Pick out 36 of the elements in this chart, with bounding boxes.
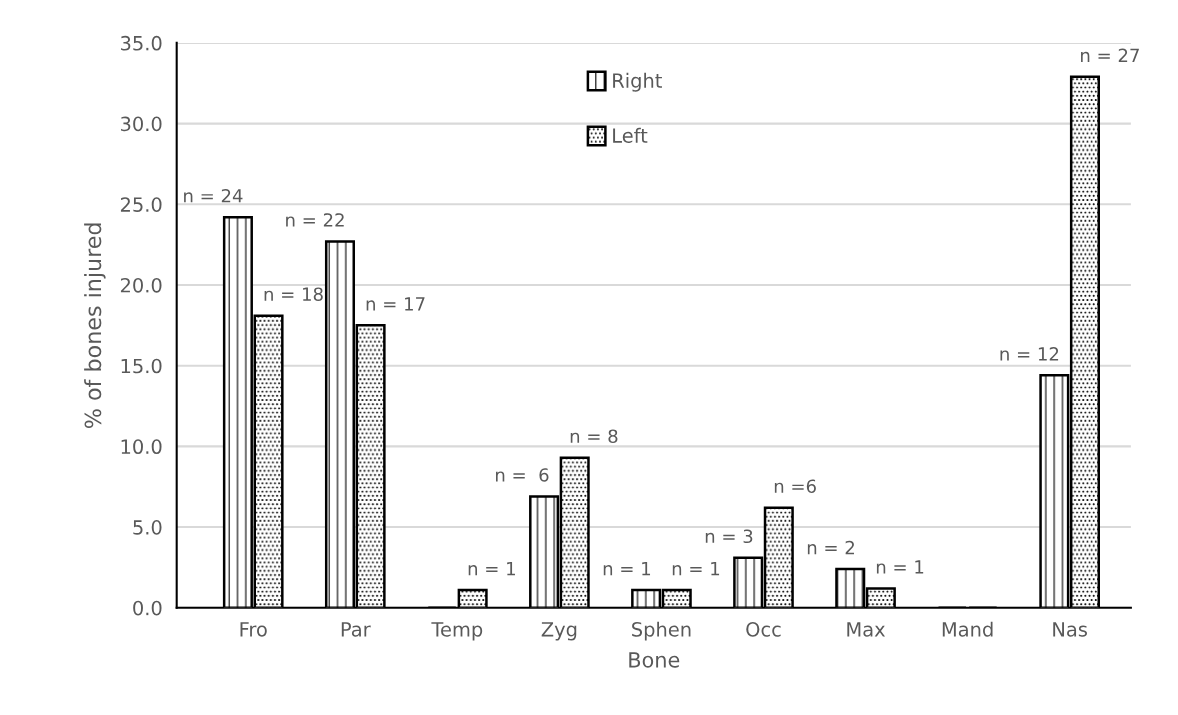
- annotation: n = 12: [1000, 347, 1059, 361]
- annotation: n = 22: [286, 213, 344, 227]
- annotation: n = 8: [570, 429, 618, 444]
- x-tick-label: Sphen: [632, 621, 691, 641]
- annotation: n = 1: [672, 561, 720, 576]
- legend-label: Left: [613, 127, 648, 143]
- annotation: n = 1: [468, 561, 515, 576]
- y-tick-label: 30.0: [121, 116, 162, 132]
- x-tick-label: Zyg: [541, 622, 577, 641]
- x-tick-label: Max: [847, 622, 886, 637]
- y-tick-label: 25.0: [120, 197, 162, 212]
- x-tick-label: Par: [341, 622, 371, 637]
- annotation: n = 18: [264, 287, 323, 302]
- x-tick-label: Mand: [942, 621, 993, 637]
- y-tick-label: 15.0: [121, 358, 162, 374]
- annotation: n =6: [774, 479, 816, 494]
- y-tick-label: 10.0: [121, 439, 162, 455]
- y-axis-title: % of bones injured: [84, 223, 106, 428]
- y-tick-label: 35.0: [121, 35, 162, 51]
- x-tick-label: Temp: [431, 622, 483, 641]
- y-tick-label: 5.0: [133, 520, 162, 535]
- annotation: n = 2: [807, 540, 854, 555]
- annotation: n = 1: [603, 561, 651, 576]
- y-tick-label: 20.0: [120, 277, 162, 293]
- annotation: n = 1: [876, 560, 924, 574]
- y-tick-label: 0.0: [133, 600, 162, 616]
- annotation: n = 27: [1081, 48, 1139, 62]
- x-tick-label: Nas: [1053, 622, 1087, 637]
- annotation: n = 24: [184, 188, 243, 203]
- legend-label: Right: [613, 72, 662, 92]
- annotation: n = 17: [366, 297, 425, 311]
- annotation: n = 6: [496, 468, 549, 482]
- annotation: n = 3: [705, 529, 753, 544]
- x-axis-title: Bone: [629, 652, 680, 668]
- x-tick-label: Fro: [240, 622, 267, 637]
- x-tick-label: Occ: [746, 621, 781, 637]
